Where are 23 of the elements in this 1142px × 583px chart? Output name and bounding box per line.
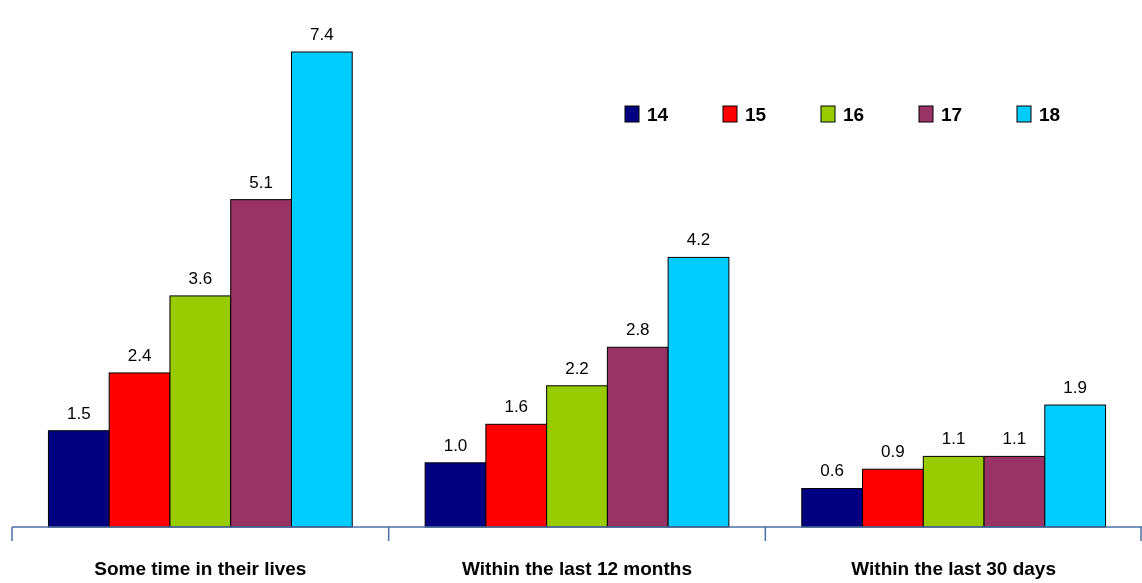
legend-label: 15 — [745, 104, 767, 125]
data-label: 4.2 — [686, 230, 711, 250]
x-tick-label: Some time in their lives — [94, 558, 307, 579]
data-label: 7.4 — [310, 25, 334, 44]
data-label: 1.0 — [443, 435, 468, 455]
data-label: 2.4 — [127, 345, 152, 365]
data-label: 0.9 — [881, 442, 905, 462]
data-label: 1.5 — [67, 403, 91, 423]
x-tick-label: Within the last 12 months — [462, 558, 692, 579]
legend-label: 14 — [647, 104, 669, 125]
data-label: 3.6 — [188, 268, 213, 288]
data-label: 1.9 — [1063, 378, 1087, 398]
data-label: 5.1 — [249, 172, 273, 192]
legend-label: 17 — [941, 104, 963, 125]
data-label: 1.6 — [504, 397, 529, 417]
data-label: 2.2 — [565, 358, 589, 378]
data-label: 0.6 — [820, 461, 844, 481]
data-label: 1.1 — [941, 429, 966, 449]
legend-label: 18 — [1039, 104, 1061, 125]
legend-label: 16 — [843, 104, 865, 125]
x-tick-label: Within the last 30 days — [851, 558, 1056, 579]
data-label: 1.1 — [1002, 429, 1027, 449]
data-label: 2.8 — [625, 320, 650, 340]
